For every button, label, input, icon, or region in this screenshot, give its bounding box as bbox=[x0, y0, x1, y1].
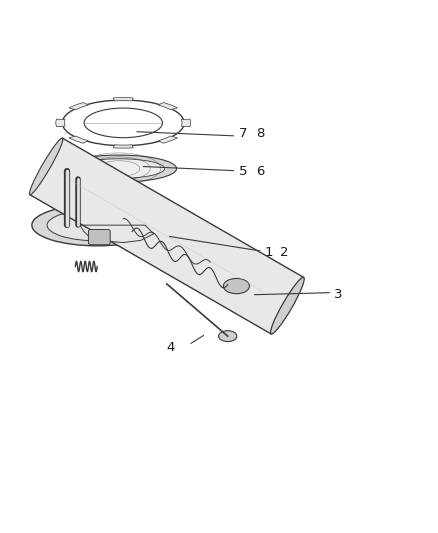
Text: 2: 2 bbox=[280, 246, 289, 259]
Text: 1: 1 bbox=[265, 246, 273, 259]
Ellipse shape bbox=[32, 205, 162, 246]
Text: 7: 7 bbox=[239, 127, 247, 140]
Polygon shape bbox=[69, 102, 88, 110]
Text: 5: 5 bbox=[239, 165, 247, 178]
Polygon shape bbox=[181, 119, 191, 127]
Polygon shape bbox=[113, 145, 133, 148]
Polygon shape bbox=[69, 136, 88, 143]
FancyBboxPatch shape bbox=[88, 230, 110, 245]
Ellipse shape bbox=[61, 155, 177, 182]
Ellipse shape bbox=[47, 209, 147, 241]
Ellipse shape bbox=[271, 277, 304, 334]
Ellipse shape bbox=[219, 330, 237, 342]
Text: 6: 6 bbox=[256, 165, 265, 178]
Polygon shape bbox=[56, 119, 65, 127]
Ellipse shape bbox=[74, 173, 107, 190]
Ellipse shape bbox=[223, 278, 250, 294]
Ellipse shape bbox=[99, 181, 113, 191]
Text: 8: 8 bbox=[256, 127, 265, 140]
Polygon shape bbox=[158, 102, 177, 110]
Ellipse shape bbox=[29, 138, 63, 195]
Text: 3: 3 bbox=[334, 288, 343, 301]
Text: 4: 4 bbox=[167, 341, 175, 353]
Polygon shape bbox=[113, 98, 133, 101]
Ellipse shape bbox=[73, 159, 165, 179]
Polygon shape bbox=[158, 136, 177, 143]
Polygon shape bbox=[30, 138, 304, 334]
